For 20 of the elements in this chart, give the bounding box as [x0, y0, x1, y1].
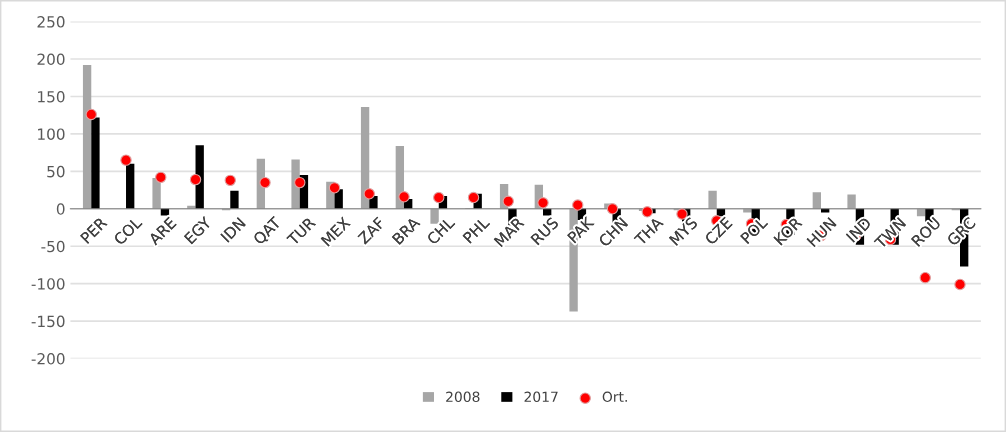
x-tick-label: POL	[740, 215, 769, 245]
y-tick-label: 150	[38, 90, 65, 103]
y-tick-label: -100	[31, 278, 65, 290]
legend-label: Ort.	[602, 391, 627, 403]
y-tick-label: 50	[47, 165, 65, 178]
x-tick-label: PHL	[462, 216, 490, 244]
legend-label: 2017	[524, 391, 558, 403]
y-tick-label: 250	[37, 16, 65, 28]
x-tick-label: TUR	[286, 216, 317, 247]
x-tick-label: IND	[845, 216, 872, 243]
y-tick-label: 200	[37, 53, 65, 66]
legend-label: 2008	[446, 391, 480, 403]
y-tick-label: -150	[31, 315, 65, 328]
y-tick-label: 100	[38, 128, 65, 140]
x-tick-label: CHL	[426, 216, 456, 246]
x-tick-label: COL	[113, 216, 143, 246]
y-tick-label: -200	[31, 353, 65, 365]
x-tick-label: THA	[633, 216, 664, 247]
y-tick-label: -50	[41, 240, 65, 253]
y-tick-label: 0	[56, 203, 65, 215]
